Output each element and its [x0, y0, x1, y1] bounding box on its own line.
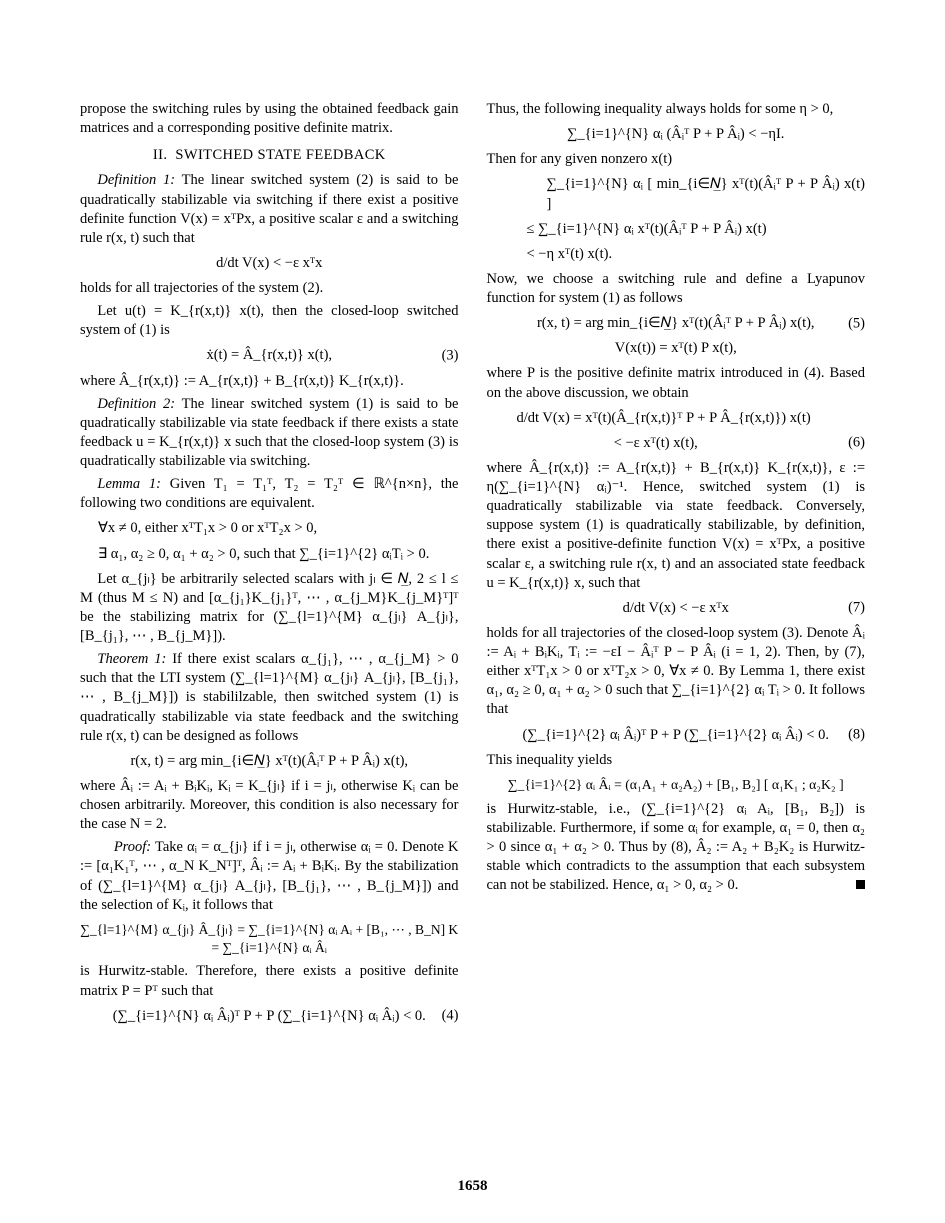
- section-number: II.: [153, 147, 167, 163]
- theorem-1-label: Theorem 1:: [97, 651, 166, 667]
- page-number: 1658: [0, 1178, 945, 1195]
- intro-continuation: propose the switching rules by using the…: [80, 100, 459, 138]
- equation-dv: d/dt V(x) < −ε xᵀx: [80, 254, 459, 273]
- equation-6b-body: < −ε xᵀ(t) x(t),: [614, 435, 698, 451]
- col2-p1: Thus, the following inequality always ho…: [487, 100, 866, 119]
- col2-p3: Now, we choose a switching rule and defi…: [487, 270, 866, 308]
- def1-holds: holds for all trajectories of the system…: [80, 279, 459, 298]
- definition-1-label: Definition 1:: [97, 172, 175, 188]
- equation-sum-hurwitz: ∑_{l=1}^{M} α_{jₗ} Â_{jₗ} = ∑_{i=1}^{N} …: [80, 921, 459, 957]
- equation-V: V(x(t)) = xᵀ(t) P x(t),: [487, 339, 866, 358]
- two-column-body: propose the switching rules by using the…: [80, 100, 865, 1150]
- definition-2-label: Definition 2:: [97, 396, 175, 412]
- page: propose the switching rules by using the…: [0, 0, 945, 1223]
- col2-p4: where P is the positive definite matrix …: [487, 364, 866, 402]
- equation-8-number: (8): [848, 726, 865, 745]
- equation-5-body: r(x, t) = arg min_{i∈𝑁̲} xᵀ(t)(Âᵢᵀ P + P…: [537, 315, 815, 331]
- equation-6a: d/dt V(x) = xᵀ(t)(Â_{r(x,t)}ᵀ P + P Â_{r…: [517, 409, 866, 428]
- theorem-1: Theorem 1: If there exist scalars α_{j₁}…: [80, 650, 459, 746]
- col2-p6: holds for all trajectories of the closed…: [487, 624, 866, 720]
- equation-6-number: (6): [848, 434, 865, 453]
- inequality-line-3: < −η xᵀ(t) x(t).: [527, 245, 866, 264]
- equation-7-number: (7): [848, 599, 865, 618]
- where-ahat: where Â_{r(x,t)} := A_{r(x,t)} + B_{r(x,…: [80, 372, 459, 391]
- proof: Proof: Take αᵢ = α_{jₗ} if i = jₗ, other…: [80, 838, 459, 915]
- col2-p7: This inequality yields: [487, 751, 866, 770]
- equation-8-body: (∑_{i=1}^{2} αᵢ Âᵢ)ᵀ P + P (∑_{i=1}^{2} …: [522, 727, 829, 743]
- section-heading: II. SWITCHED STATE FEEDBACK: [80, 146, 459, 165]
- alpha-setup: Let α_{jₗ} be arbitrarily selected scala…: [80, 570, 459, 647]
- equation-4-number: (4): [442, 1007, 459, 1026]
- definition-1: Definition 1: The linear switched system…: [80, 171, 459, 248]
- equation-eta: ∑_{i=1}^{N} αᵢ (Âᵢᵀ P + P Âᵢ) < −ηI.: [487, 125, 866, 144]
- col2-p2: Then for any given nonzero x(t): [487, 150, 866, 169]
- qed-box-icon: [856, 880, 865, 889]
- definition-2: Definition 2: The linear switched system…: [80, 395, 459, 472]
- equation-7: d/dt V(x) < −ε xᵀx (7): [487, 599, 866, 618]
- equation-5: r(x, t) = arg min_{i∈𝑁̲} xᵀ(t)(Âᵢᵀ P + P…: [487, 314, 866, 333]
- proof-label: Proof:: [114, 839, 151, 855]
- equation-5-number: (5): [848, 314, 865, 333]
- theorem-1-where: where Âᵢ := Aᵢ + BᵢKᵢ, Kᵢ = K_{jₗ} if i …: [80, 777, 459, 834]
- equation-4-body: (∑_{i=1}^{N} αᵢ Âᵢ)ᵀ P + P (∑_{i=1}^{N} …: [113, 1008, 426, 1024]
- section-title-text: SWITCHED STATE FEEDBACK: [175, 147, 385, 163]
- equation-3: ẋ(t) = Â_{r(x,t)} x(t), (3): [80, 346, 459, 365]
- equation-r: r(x, t) = arg min_{i∈𝑁̲} xᵀ(t)(Âᵢᵀ P + P…: [80, 752, 459, 771]
- equation-8: (∑_{i=1}^{2} αᵢ Âᵢ)ᵀ P + P (∑_{i=1}^{2} …: [487, 726, 866, 745]
- equation-4: (∑_{i=1}^{N} αᵢ Âᵢ)ᵀ P + P (∑_{i=1}^{N} …: [80, 1007, 459, 1026]
- equation-3-body: ẋ(t) = Â_{r(x,t)} x(t),: [206, 347, 332, 363]
- lemma-1-cond-1: ∀x ≠ 0, either xᵀT₁x > 0 or xᵀT₂x > 0,: [98, 519, 459, 538]
- closed-loop-intro: Let u(t) = K_{r(x,t)} x(t), then the clo…: [80, 302, 459, 340]
- equation-7-body: d/dt V(x) < −ε xᵀx: [623, 600, 729, 616]
- lemma-1: Lemma 1: Given T₁ = T₁ᵀ, T₂ = T₂ᵀ ∈ ℝ^{n…: [80, 475, 459, 513]
- inequality-line-1: ∑_{i=1}^{N} αᵢ [ min_{i∈𝑁̲} xᵀ(t)(Âᵢᵀ P …: [547, 175, 866, 213]
- inequality-line-2: ≤ ∑_{i=1}^{N} αᵢ xᵀ(t)(Âᵢᵀ P + P Âᵢ) x(t…: [527, 220, 866, 239]
- equation-3-number: (3): [442, 346, 459, 365]
- lemma-1-cond-2: ∃ α₁, α₂ ≥ 0, α₁ + α₂ > 0, such that ∑_{…: [98, 545, 459, 564]
- hurwitz-stable: is Hurwitz-stable. Therefore, there exis…: [80, 962, 459, 1000]
- col2-p8-text: is Hurwitz-stable, i.e., (∑_{i=1}^{2} αᵢ…: [487, 801, 866, 894]
- lemma-1-label: Lemma 1:: [97, 476, 161, 492]
- col2-p8: is Hurwitz-stable, i.e., (∑_{i=1}^{2} αᵢ…: [487, 800, 866, 896]
- equation-matrix: ∑_{i=1}^{2} αᵢ Âᵢ = (α₁A₁ + α₂A₂) + [B₁,…: [487, 776, 866, 794]
- equation-6b: < −ε xᵀ(t) x(t), (6): [487, 434, 866, 453]
- col2-p5: where Â_{r(x,t)} := A_{r(x,t)} + B_{r(x,…: [487, 459, 866, 593]
